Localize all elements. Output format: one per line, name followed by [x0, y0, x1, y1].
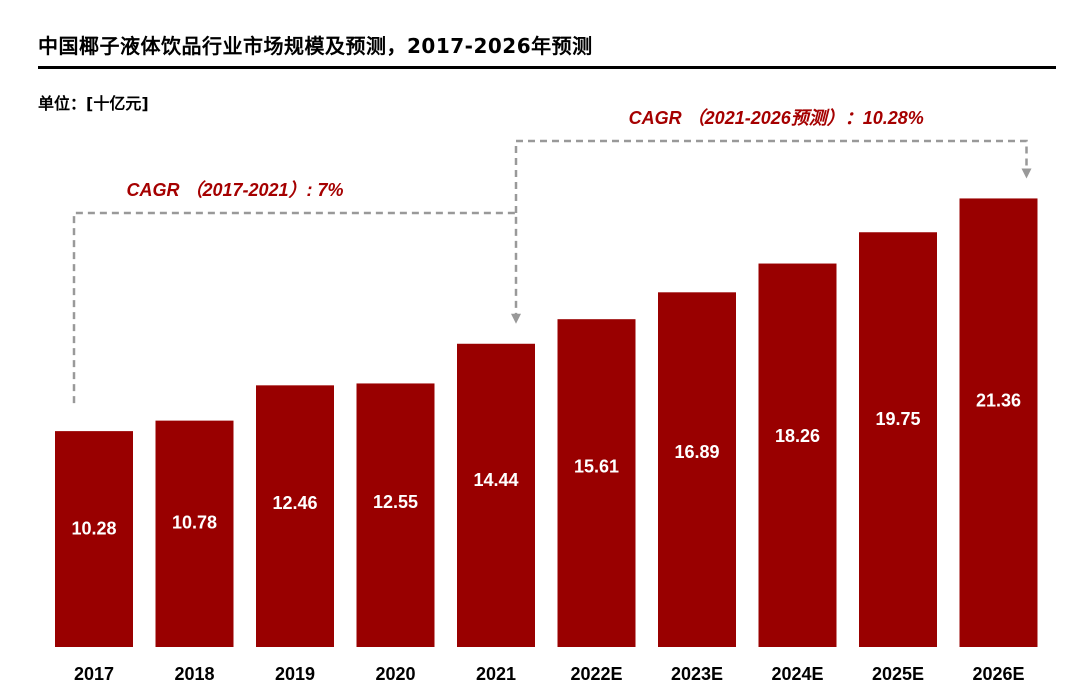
- cagr-annotation-2017-2021: CAGR （2017-2021）: 7%: [126, 180, 343, 200]
- data-label-2026E: 21.36: [976, 390, 1021, 410]
- data-label-2022E: 15.61: [574, 457, 619, 477]
- data-label-2017: 10.28: [71, 518, 116, 538]
- arrowhead-2026E: [1021, 168, 1032, 179]
- chart-title: 中国椰子液体饮品行业市场规模及预测，2017-2026年预测: [38, 34, 593, 58]
- cagr-connector-2021-2026: [514, 139, 1028, 213]
- x-tick-2021: 2021: [476, 664, 516, 684]
- x-tick-2024E: 2024E: [771, 664, 823, 684]
- bar-2019: [256, 385, 334, 647]
- x-tick-2017: 2017: [74, 664, 114, 684]
- arrowhead-2021: [511, 313, 521, 324]
- x-tick-2018: 2018: [174, 664, 214, 684]
- bar-2025E: [859, 232, 937, 647]
- x-tick-2020: 2020: [375, 664, 415, 684]
- bar-2020: [356, 383, 435, 647]
- x-tick-2025E: 2025E: [872, 664, 924, 684]
- data-label-2025E: 19.75: [875, 409, 920, 429]
- bar-2021: [457, 343, 535, 647]
- bar-2024E: [758, 263, 837, 647]
- cagr-connector-2017-2021: [72, 211, 518, 404]
- data-label-2023E: 16.89: [674, 442, 719, 462]
- data-label-2020: 12.55: [373, 492, 418, 512]
- bar-2018: [155, 420, 234, 647]
- bar-2022E: [557, 319, 636, 647]
- x-tick-2026E: 2026E: [972, 664, 1024, 684]
- bar-2026E: [959, 198, 1038, 647]
- x-tick-2023E: 2023E: [671, 664, 723, 684]
- bar-2017: [55, 431, 133, 647]
- unit-label: 单位：[十亿元]: [38, 94, 149, 113]
- data-label-2018: 10.78: [172, 512, 217, 532]
- title-underline: [38, 66, 1056, 69]
- x-tick-2019: 2019: [275, 664, 315, 684]
- cagr-annotation-2021-2026: CAGR （2021-2026预测）：10.28%: [629, 108, 924, 128]
- data-label-2021: 14.44: [473, 470, 518, 490]
- bar-2023E: [658, 292, 736, 647]
- x-tick-2022E: 2022E: [570, 664, 622, 684]
- data-label-2024E: 18.26: [775, 426, 820, 446]
- data-label-2019: 12.46: [272, 493, 317, 513]
